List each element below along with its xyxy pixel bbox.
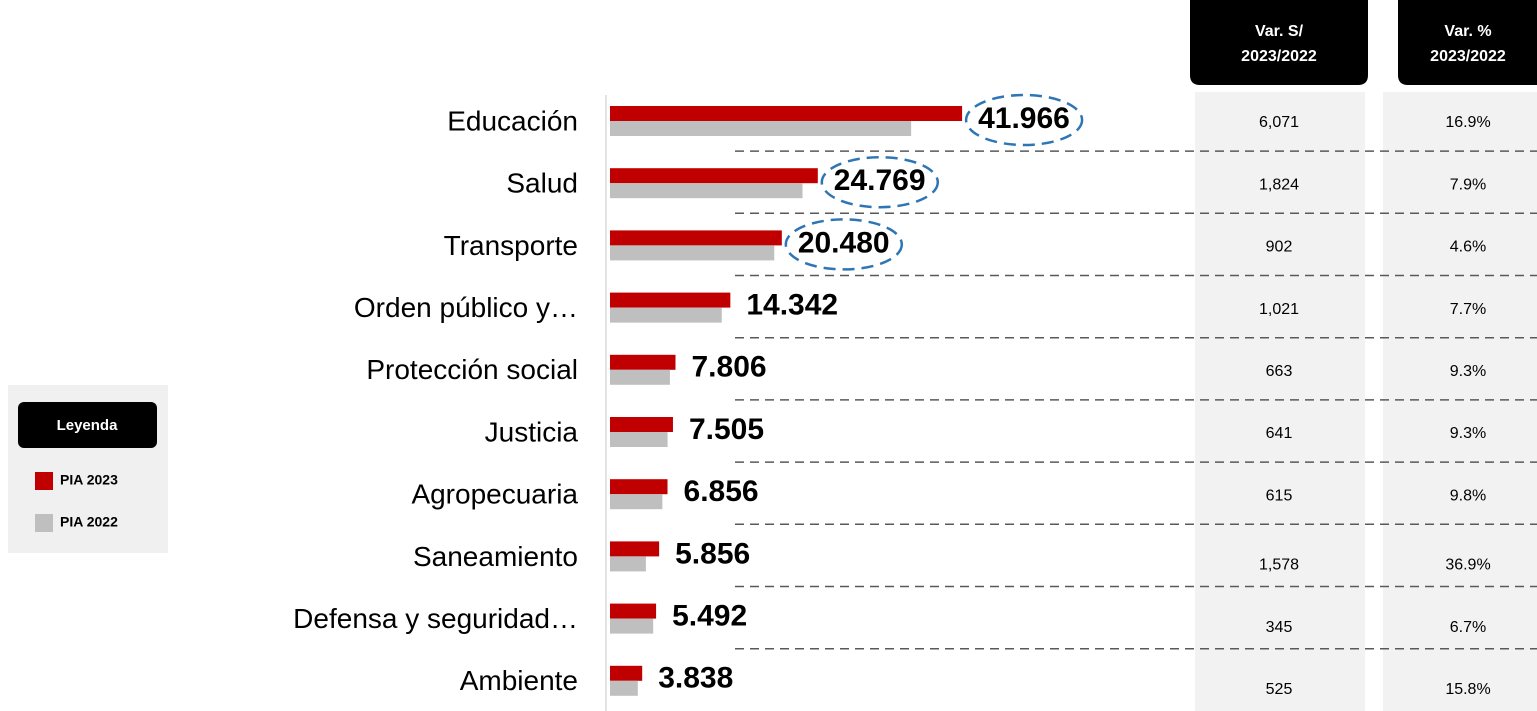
bar (610, 603, 657, 619)
category-label: Orden público y… (354, 292, 578, 323)
bar (610, 556, 646, 572)
table-header-box (1398, 0, 1537, 85)
bar (610, 307, 722, 323)
table-cell: 641 (1266, 425, 1293, 442)
data-label: 6.856 (684, 475, 759, 508)
bar (610, 106, 963, 121)
bar (610, 665, 643, 681)
data-label: 14.342 (746, 289, 838, 322)
bar (610, 230, 782, 246)
bar (610, 168, 818, 184)
table-cell: 9.3% (1450, 363, 1486, 380)
category-label: Agropecuaria (411, 479, 578, 510)
bar (610, 369, 670, 385)
table-header-box (1190, 0, 1368, 85)
table-column-bg (1383, 92, 1537, 711)
data-label: 5.492 (672, 600, 747, 633)
highlight-circle (964, 93, 1084, 147)
legend-label: PIA 2023 (60, 472, 118, 488)
bar (610, 541, 660, 557)
data-label: 41.966 (978, 102, 1070, 135)
bar (610, 680, 638, 696)
legend-title-box (18, 402, 157, 448)
legend-swatch (35, 514, 53, 532)
category-label: Defensa y seguridad… (293, 603, 578, 634)
table-cell: 1,578 (1259, 557, 1299, 574)
legend-swatch (35, 472, 53, 490)
table-cell: 4.6% (1450, 239, 1486, 256)
data-label: 7.806 (691, 351, 766, 384)
highlight-circle (784, 218, 904, 271)
bar (610, 432, 668, 447)
table-header: Var. S/ (1255, 23, 1304, 40)
highlight-circle (820, 155, 940, 209)
data-label: 20.480 (798, 226, 890, 259)
table-cell: 345 (1266, 619, 1293, 636)
data-label: 24.769 (834, 164, 926, 197)
table-column-bg (1195, 92, 1365, 711)
bar (610, 121, 912, 136)
category-label: Ambiente (460, 665, 578, 696)
table-cell: 7.7% (1450, 301, 1486, 318)
table-header: 2023/2022 (1241, 48, 1317, 65)
table-header: Var. % (1444, 23, 1491, 40)
data-label: 7.505 (689, 413, 764, 446)
table-cell: 525 (1266, 681, 1293, 698)
table-cell: 902 (1266, 239, 1293, 256)
bar (610, 354, 676, 370)
data-label: 5.856 (675, 537, 750, 570)
bar (610, 618, 654, 634)
table-cell: 7.9% (1450, 176, 1486, 193)
table-cell: 16.9% (1445, 114, 1490, 131)
table-cell: 663 (1266, 363, 1293, 380)
table-header: 2023/2022 (1430, 48, 1506, 65)
table-cell: 6,071 (1259, 114, 1299, 131)
table-cell: 1,824 (1259, 176, 1299, 193)
category-label: Salud (506, 168, 578, 199)
category-label: Transporte (444, 230, 578, 261)
table-cell: 1,021 (1259, 301, 1299, 318)
table-cell: 9.8% (1450, 487, 1486, 504)
bar (610, 417, 673, 432)
bar (610, 245, 775, 261)
category-label: Educación (447, 105, 578, 136)
legend-title: Leyenda (57, 417, 119, 434)
category-label: Protección social (366, 354, 578, 385)
data-label: 3.838 (658, 662, 733, 695)
table-cell: 6.7% (1450, 619, 1486, 636)
bar (610, 292, 731, 308)
bar (610, 494, 663, 510)
category-label: Justicia (485, 416, 579, 447)
table-cell: 15.8% (1445, 681, 1490, 698)
legend-label: PIA 2022 (60, 514, 118, 530)
category-label: Saneamiento (413, 541, 578, 572)
bar (610, 479, 668, 495)
table-cell: 9.3% (1450, 425, 1486, 442)
table-cell: 36.9% (1445, 557, 1490, 574)
table-cell: 615 (1266, 487, 1293, 504)
bar (610, 183, 803, 199)
